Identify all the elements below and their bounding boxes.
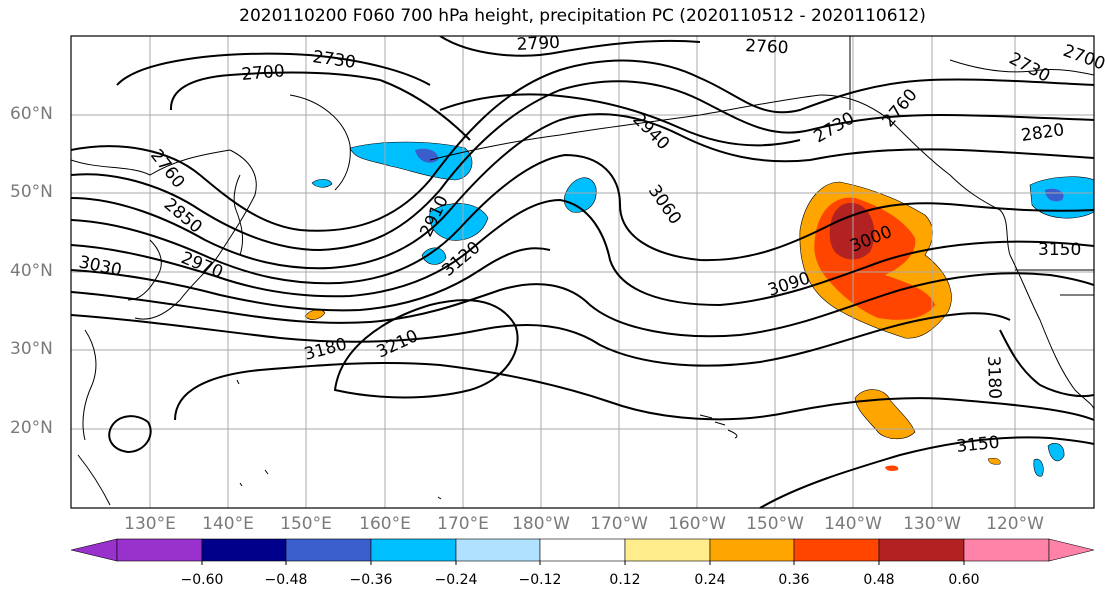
colorbar-bin-6 xyxy=(539,538,626,562)
colorbar-tick-label: 0.60 xyxy=(948,572,980,588)
colorbar-tick-label: −0.60 xyxy=(180,572,224,588)
lon-label: 150°E xyxy=(280,514,332,534)
lat-label: 50°N xyxy=(10,182,53,202)
coastlines xyxy=(71,36,1094,506)
lon-label: 150°W xyxy=(746,514,804,534)
colorbar-tick-label: −0.24 xyxy=(434,572,478,588)
lon-label: 130°E xyxy=(124,514,176,534)
colorbar-bin-11 xyxy=(963,538,1050,562)
map-title: 2020110200 F060 700 hPa height, precipit… xyxy=(239,6,926,26)
colorbar-bin-9 xyxy=(793,538,880,562)
contour-label: 2700 xyxy=(241,61,286,85)
lon-label: 180°W xyxy=(512,514,570,534)
lat-label: 20°N xyxy=(10,418,53,438)
lat-label: 40°N xyxy=(10,261,53,281)
lon-label: 160°E xyxy=(359,514,411,534)
colorbar-bin-2 xyxy=(201,538,287,562)
height-contours xyxy=(71,36,1094,508)
lon-label: 130°W xyxy=(903,514,961,534)
colorbar-bin-5 xyxy=(455,538,541,562)
colorbar-tick-label: −0.48 xyxy=(264,572,308,588)
lon-label: 140°W xyxy=(824,514,882,534)
contour-label: 2760 xyxy=(745,36,789,58)
colorbar-tick-label: 0.36 xyxy=(778,572,810,588)
lon-label: 170°E xyxy=(437,514,489,534)
contour-label: 3180 xyxy=(983,355,1004,399)
colorbar-bin-7 xyxy=(624,538,711,562)
colorbar-bin-11b xyxy=(1048,538,1095,562)
colorbar-tick-label: −0.36 xyxy=(349,572,393,588)
lat-label: 60°N xyxy=(10,104,53,124)
colorbar xyxy=(70,538,1095,565)
colorbar-bin-8 xyxy=(709,538,795,562)
colorbar-bin-4 xyxy=(370,538,457,562)
contour-label: 3150 xyxy=(1038,240,1081,260)
precip-shading xyxy=(304,141,1094,477)
lat-label: 30°N xyxy=(10,339,53,359)
colorbar-tick-label: 0.48 xyxy=(863,572,895,588)
lon-label: 170°W xyxy=(590,514,648,534)
lon-label: 160°W xyxy=(668,514,726,534)
colorbar-tick-label: 0.24 xyxy=(694,572,726,588)
contour-label: 2790 xyxy=(516,33,560,55)
lon-label: 140°E xyxy=(202,514,254,534)
map-frame xyxy=(70,35,1095,509)
colorbar-tick-label: 0.12 xyxy=(609,572,641,588)
lon-label: 120°W xyxy=(986,514,1044,534)
colorbar-bin-3 xyxy=(285,538,372,562)
colorbar-tick-label: −0.12 xyxy=(518,572,562,588)
colorbar-bin-1 xyxy=(70,538,118,562)
colorbar-bin-10 xyxy=(878,538,965,562)
colorbar-bin-1b xyxy=(116,538,203,562)
contour-label: 3150 xyxy=(955,433,1000,457)
